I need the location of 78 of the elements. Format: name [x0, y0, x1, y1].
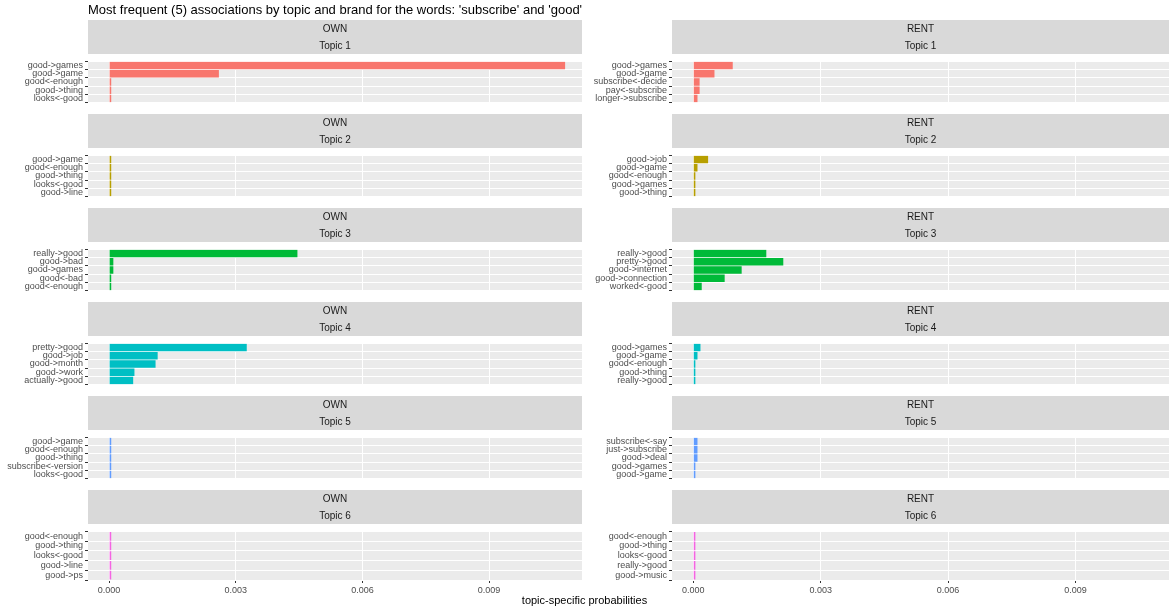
chart-subtitle: Topic 1 — [88, 37, 582, 54]
y-tick-label: pretty->good — [32, 342, 83, 352]
y-tick-label: worked<-good — [608, 280, 667, 291]
y-tick-label: good->game — [32, 436, 83, 446]
x-tick-label: 0.000 — [681, 584, 705, 595]
y-tick-label: good->bad — [39, 256, 83, 267]
chart-subtitle: Topic 6 — [672, 507, 1169, 524]
chart-title: RENT — [672, 20, 1169, 37]
chart-title: OWN — [88, 302, 582, 319]
y-tick-label: good<-enough — [24, 162, 83, 173]
x-tick-label: 0.009 — [1064, 584, 1087, 595]
y-tick-label: good->internet — [608, 264, 668, 275]
x-tick-label: 0.006 — [351, 584, 374, 595]
y-tick-label: good->games — [27, 264, 84, 275]
y-tick-label: good->thing — [35, 540, 83, 551]
y-tick-label: really->good — [617, 248, 667, 258]
chart-title: RENT — [672, 302, 1169, 319]
y-tick-label: pretty->good — [616, 256, 667, 267]
y-tick-label: good->games — [611, 60, 668, 70]
y-tick-label: good->deal — [621, 452, 667, 463]
chart-subtitle: Topic 4 — [672, 319, 1169, 336]
y-tick-label: good->ps — [45, 569, 84, 580]
chart-title: OWN — [88, 20, 582, 37]
y-tick-label: looks<-good — [33, 468, 83, 479]
y-tick-label: good<-enough — [24, 530, 83, 541]
y-tick-label: good->games — [27, 60, 84, 70]
y-tick-label: good->thing — [619, 540, 667, 551]
y-tick-label: good<-enough — [608, 358, 667, 369]
chart-title: RENT — [672, 490, 1169, 507]
y-tick-label: good->game — [32, 154, 83, 164]
chart-title: OWN — [88, 114, 582, 131]
y-tick-label: good<-enough — [608, 170, 667, 181]
chart-title: RENT — [672, 396, 1169, 413]
y-tick-label: looks<-good — [617, 550, 667, 561]
y-tick-label: good<-enough — [24, 76, 83, 87]
y-tick-label: good->job — [42, 350, 83, 361]
x-tick-label: 0.000 — [97, 584, 121, 595]
y-tick-label: good->thing — [35, 170, 83, 181]
y-tick-label: looks<-good — [33, 550, 83, 561]
chart-subtitle: Topic 4 — [88, 319, 582, 336]
y-tick-label: good->game — [616, 350, 667, 361]
y-tick-label: good<-enough — [24, 444, 83, 455]
y-tick-label: good->music — [615, 569, 668, 580]
chart-subtitle: Topic 2 — [88, 131, 582, 148]
chart-title: OWN — [88, 396, 582, 413]
chart-subtitle: Topic 3 — [672, 225, 1169, 242]
chart-subtitle: Topic 3 — [88, 225, 582, 242]
x-tick-label: 0.003 — [809, 584, 832, 595]
chart-title: RENT — [672, 208, 1169, 225]
chart-title: OWN — [88, 490, 582, 507]
x-tick-label: 0.006 — [936, 584, 960, 595]
chart-subtitle: Topic 2 — [672, 131, 1169, 148]
y-tick-label: good<-enough — [608, 530, 667, 541]
y-tick-label: good->thing — [35, 452, 83, 463]
y-tick-label: subscribe<-decide — [593, 76, 667, 87]
chart-subtitle: Topic 5 — [672, 413, 1169, 430]
chart-title: RENT — [672, 114, 1169, 131]
y-tick-label: subscribe<-say — [606, 436, 668, 446]
y-tick-label: pay<-subscribe — [605, 84, 667, 95]
chart-title: OWN — [88, 208, 582, 225]
y-tick-label: good->game — [616, 68, 667, 79]
y-tick-label: good->month — [29, 358, 83, 369]
text: Most frequent (5) associations by topic and brand for the words: 'subscribe' and 'good' — [88, 2, 583, 17]
x-tick-label: 0.003 — [224, 584, 248, 595]
chart-subtitle: Topic 1 — [672, 37, 1169, 54]
x-tick-label: 0.009 — [477, 584, 501, 595]
y-tick-label: just->subscribe — [605, 444, 667, 455]
chart-subtitle: Topic 5 — [88, 413, 582, 430]
chart-subtitle: Topic 6 — [88, 507, 582, 524]
y-tick-label: good->game — [32, 68, 83, 79]
y-tick-label: good->job — [626, 154, 667, 164]
y-tick-label: good->game — [616, 162, 667, 173]
y-tick-label: good->line — [40, 559, 83, 570]
y-tick-label: good->games — [611, 342, 668, 352]
x-axis-title: topic-specific probabilities — [520, 594, 649, 606]
y-tick-label: really->good — [33, 248, 83, 258]
y-tick-label: good->work — [35, 366, 84, 377]
y-tick-label: really->good — [617, 559, 667, 570]
